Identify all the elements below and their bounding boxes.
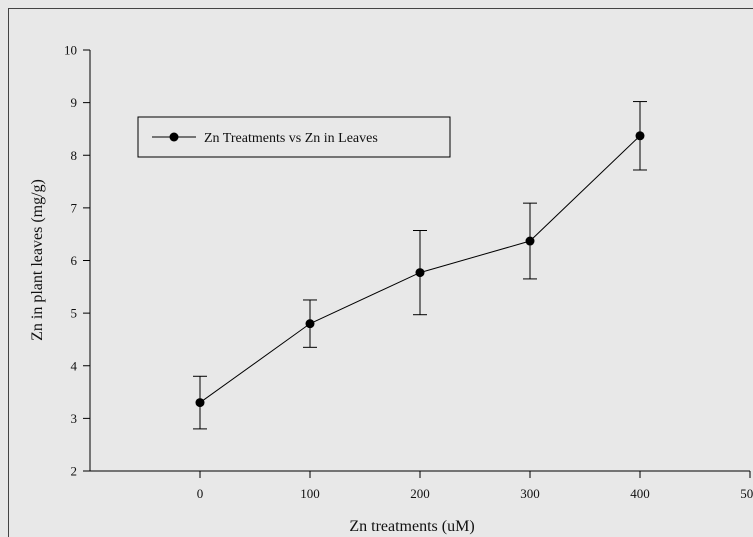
y-tick-label: 8 xyxy=(71,148,78,163)
y-axis-title: Zn in plant leaves (mg/g) xyxy=(29,179,46,341)
y-tick-label: 7 xyxy=(71,200,78,215)
legend-label: Zn Treatments vs Zn in Leaves xyxy=(204,131,378,146)
y-tick-label: 5 xyxy=(71,306,78,321)
y-tick-label: 9 xyxy=(71,95,78,110)
x-tick-label: 400 xyxy=(630,486,650,501)
x-tick-label: 200 xyxy=(410,486,430,501)
data-point xyxy=(195,398,205,408)
y-tick-label: 2 xyxy=(71,464,78,479)
y-tick-label: 10 xyxy=(64,43,77,58)
y-tick-label: 3 xyxy=(71,411,78,426)
data-point xyxy=(305,319,315,329)
data-point xyxy=(415,268,425,278)
data-point xyxy=(635,131,645,141)
y-tick-label: 6 xyxy=(71,253,78,268)
x-tick-label: 0 xyxy=(197,486,204,501)
series-layer xyxy=(193,101,647,430)
x-tick-label: 100 xyxy=(300,486,320,501)
data-point xyxy=(525,236,535,246)
legend-marker xyxy=(169,132,179,142)
x-axis-ticks: 0 100 200 300 400 500 xyxy=(197,471,753,501)
y-tick-label: 4 xyxy=(71,358,78,373)
legend: Zn Treatments vs Zn in Leaves xyxy=(137,116,451,158)
y-axis-ticks: 2 3 4 5 6 7 8 9 10 xyxy=(64,43,90,479)
x-tick-label: 500 xyxy=(740,486,753,501)
x-axis-title: Zn treatments (uM) xyxy=(349,518,474,535)
chart-frame xyxy=(8,8,753,537)
x-tick-label: 300 xyxy=(520,486,540,501)
